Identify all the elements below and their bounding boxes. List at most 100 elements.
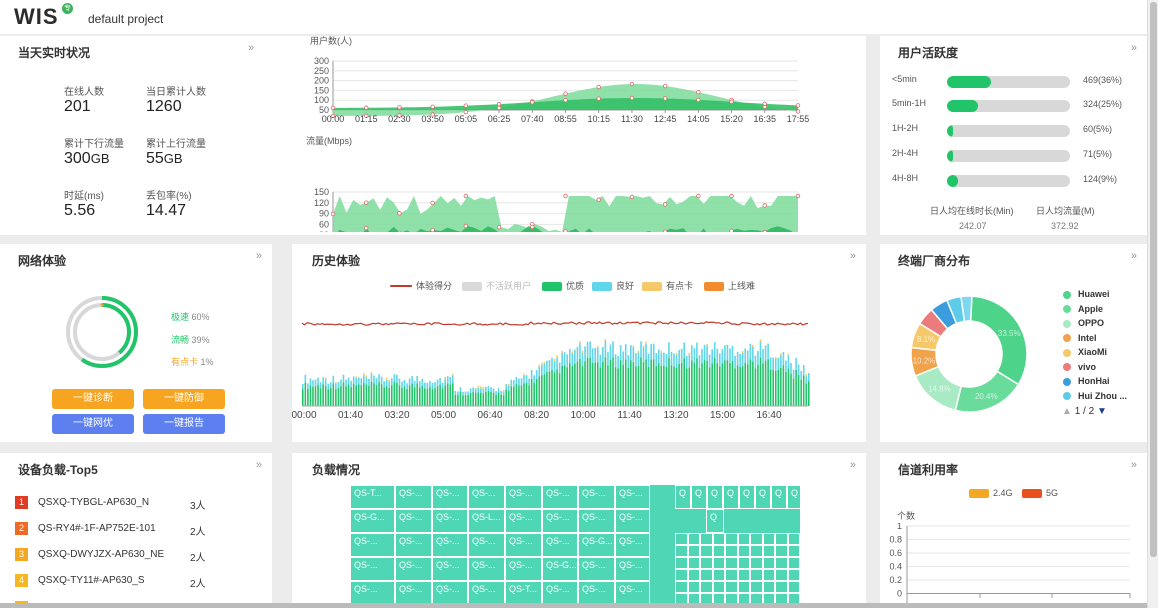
treemap-cell[interactable]: Q bbox=[706, 509, 724, 533]
treemap-cell[interactable]: QS-... bbox=[615, 557, 650, 581]
treemap-cell[interactable] bbox=[700, 557, 713, 569]
vendor-legend-item[interactable]: HonHai bbox=[1063, 376, 1110, 386]
treemap-cell[interactable] bbox=[712, 533, 725, 545]
treemap-cell[interactable] bbox=[725, 557, 738, 569]
treemap-cell[interactable] bbox=[762, 545, 775, 557]
treemap-cell[interactable] bbox=[787, 533, 800, 545]
treemap-cell[interactable] bbox=[725, 545, 738, 557]
treemap-cell[interactable] bbox=[712, 581, 725, 593]
treemap-cell[interactable] bbox=[775, 545, 788, 557]
history-legend-item[interactable]: 上线难 bbox=[704, 279, 755, 292]
treemap-cell[interactable] bbox=[737, 545, 750, 557]
next-page-icon[interactable]: ▼ bbox=[1096, 406, 1107, 417]
history-chart[interactable]: 00:00 01:40 03:20 05:00 06:40 08:20 10:00 11:40… bbox=[292, 304, 812, 424]
treemap-cell[interactable]: QS-... bbox=[468, 581, 505, 603]
treemap-cell[interactable] bbox=[787, 545, 800, 557]
treemap-cell[interactable]: QS-... bbox=[350, 581, 395, 603]
vendor-legend-item[interactable]: Apple bbox=[1063, 304, 1103, 314]
treemap-cell[interactable]: Q bbox=[691, 485, 707, 509]
defense-button[interactable]: 一键防御 bbox=[143, 389, 225, 409]
treemap-cell[interactable]: QS-... bbox=[615, 581, 650, 603]
history-legend-item[interactable]: 良好 bbox=[592, 279, 634, 292]
activity-more-icon[interactable]: » bbox=[1130, 42, 1137, 54]
treemap-cell[interactable] bbox=[737, 569, 750, 581]
treemap-cell[interactable] bbox=[687, 545, 700, 557]
treemap-cell[interactable]: QS-... bbox=[542, 533, 578, 557]
treemap-cell[interactable] bbox=[787, 569, 800, 581]
treemap-cell[interactable] bbox=[712, 545, 725, 557]
treemap-cell[interactable] bbox=[787, 581, 800, 593]
vertical-scrollbar[interactable] bbox=[1147, 0, 1158, 608]
treemap-cell[interactable] bbox=[712, 569, 725, 581]
vendor-pager[interactable]: ▲ 1 / 2 ▼ bbox=[1062, 406, 1107, 417]
treemap-cell[interactable] bbox=[775, 557, 788, 569]
treemap-cell[interactable] bbox=[762, 557, 775, 569]
treemap-cell[interactable]: QS-... bbox=[578, 557, 615, 581]
vendor-donut-chart[interactable]: 33.5% 20.4% 14.8% 10.2% 8.1% bbox=[909, 294, 1029, 414]
treemap-cell[interactable] bbox=[712, 557, 725, 569]
device-name[interactable]: QSXQ-DWYJZX-AP630_NE bbox=[38, 549, 165, 560]
treemap-cell[interactable]: QS-... bbox=[542, 581, 578, 603]
treemap-cell[interactable] bbox=[700, 593, 713, 603]
device-name[interactable]: QSXQ-TYBGL-AP630_N bbox=[38, 497, 150, 508]
channel-more-icon[interactable]: » bbox=[1130, 459, 1137, 471]
legend-24g[interactable]: 2.4G bbox=[969, 488, 1013, 499]
history-legend-item[interactable]: 有点卡 bbox=[642, 279, 693, 292]
treemap-cell[interactable] bbox=[775, 581, 788, 593]
treemap-cell[interactable]: QS-... bbox=[432, 581, 468, 603]
horizontal-scrollbar[interactable] bbox=[0, 603, 1147, 608]
device-name[interactable]: QS-RY4#-1F-AP752E-101 bbox=[38, 523, 156, 534]
treemap-cell[interactable] bbox=[675, 569, 688, 581]
load-more-icon[interactable]: » bbox=[849, 459, 856, 471]
load-treemap[interactable]: QS-T... QS-... QS-... QS-... QS-... QS-... QS-… bbox=[350, 485, 800, 603]
treemap-cell[interactable]: QS-... bbox=[615, 533, 650, 557]
treemap-cell[interactable]: QS-G... bbox=[578, 533, 615, 557]
treemap-cell[interactable]: QS-... bbox=[615, 509, 650, 533]
wis-logo[interactable]: WIS bbox=[14, 4, 59, 29]
treemap-cell[interactable]: QS-... bbox=[468, 485, 505, 509]
treemap-cell[interactable] bbox=[725, 533, 738, 545]
treemap-cell[interactable] bbox=[725, 581, 738, 593]
optimize-button[interactable]: 一键网优 bbox=[52, 414, 134, 434]
vendor-legend-item[interactable]: Huawei bbox=[1063, 289, 1110, 299]
treemap-cell[interactable] bbox=[750, 533, 763, 545]
treemap-cell[interactable] bbox=[675, 533, 688, 545]
treemap-cell[interactable]: QS-G... bbox=[542, 557, 578, 581]
treemap-cell[interactable]: QS-... bbox=[395, 485, 432, 509]
treemap-cell[interactable] bbox=[750, 593, 763, 603]
treemap-cell[interactable] bbox=[762, 533, 775, 545]
vendor-legend-item[interactable]: OPPO bbox=[1063, 318, 1104, 328]
treemap-cell[interactable]: Q bbox=[787, 485, 800, 509]
vendor-legend-item[interactable]: Intel bbox=[1063, 333, 1097, 343]
treemap-cell[interactable]: Q bbox=[707, 485, 723, 509]
treemap-cell[interactable] bbox=[687, 557, 700, 569]
treemap-cell[interactable]: Q bbox=[723, 485, 739, 509]
treemap-cell[interactable] bbox=[700, 569, 713, 581]
network-more-icon[interactable]: » bbox=[255, 250, 262, 262]
treemap-cell[interactable] bbox=[737, 557, 750, 569]
treemap-cell[interactable]: QS-... bbox=[505, 509, 542, 533]
treemap-cell[interactable]: QS-... bbox=[395, 557, 432, 581]
treemap-cell[interactable] bbox=[737, 581, 750, 593]
treemap-cell[interactable]: QS-... bbox=[615, 485, 650, 509]
legend-5g[interactable]: 5G bbox=[1022, 488, 1058, 499]
prev-page-icon[interactable]: ▲ bbox=[1062, 406, 1072, 417]
treemap-cell[interactable] bbox=[687, 593, 700, 603]
realtime-more-icon[interactable]: » bbox=[248, 42, 255, 54]
treemap-cell[interactable] bbox=[750, 569, 763, 581]
treemap-cell[interactable]: QS-T... bbox=[505, 581, 542, 603]
vendor-legend-item[interactable]: XiaoMi bbox=[1063, 347, 1107, 357]
device-name[interactable]: QSXQ-TY11#-AP630_S bbox=[38, 575, 145, 586]
treemap-cell[interactable]: QS-... bbox=[432, 485, 468, 509]
treemap-cell[interactable] bbox=[700, 545, 713, 557]
history-legend-item[interactable]: 不活跃用户 bbox=[462, 279, 531, 292]
treemap-cell[interactable]: QS-... bbox=[578, 509, 615, 533]
treemap-cell[interactable] bbox=[762, 569, 775, 581]
treemap-cell[interactable] bbox=[762, 593, 775, 603]
project-name[interactable]: default project bbox=[88, 12, 164, 26]
treemap-cell[interactable]: QS-... bbox=[395, 509, 432, 533]
treemap-cell[interactable]: QS-G... bbox=[350, 509, 395, 533]
device-more-icon[interactable]: » bbox=[255, 459, 262, 471]
treemap-cell[interactable]: QS-... bbox=[350, 533, 395, 557]
